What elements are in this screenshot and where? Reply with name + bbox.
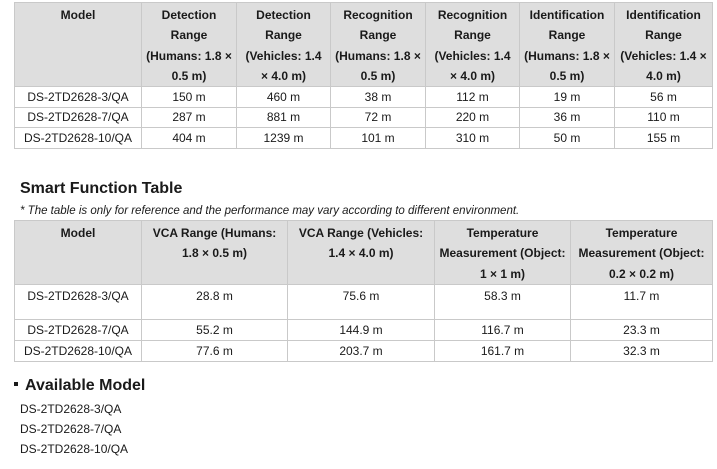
table-cell: 460 m xyxy=(236,86,331,108)
table-cell: 23.3 m xyxy=(570,318,713,341)
table-cell: 36 m xyxy=(519,106,615,129)
table-cell: 144.9 m xyxy=(287,318,435,341)
table-cell: 155 m xyxy=(614,127,713,149)
reference-note: * The table is only for reference and th… xyxy=(20,205,520,217)
table-row: DS-2TD2628-7/QA 55.2 m 144.9 m 116.7 m 2… xyxy=(14,318,713,341)
table-cell: 19 m xyxy=(519,86,615,108)
model-cell: DS-2TD2628-7/QA xyxy=(14,318,142,341)
smart-function-table: Model VCA Range (Humans: 1.8 × 0.5 m) VC… xyxy=(14,220,713,362)
table-cell: 1239 m xyxy=(236,127,331,149)
smart-header-temp-1x1: Temperature Measurement (Object: 1 × 1 m… xyxy=(434,220,571,285)
table-row: DS-2TD2628-10/QA 77.6 m 203.7 m 161.7 m … xyxy=(14,339,713,362)
range-table-header-row: Model Detection Range (Humans: 1.8 × 0.5… xyxy=(14,1,713,88)
smart-header-vca-humans: VCA Range (Humans: 1.8 × 0.5 m) xyxy=(141,220,288,285)
table-row: DS-2TD2628-10/QA 404 m 1239 m 101 m 310 … xyxy=(14,127,713,149)
smart-table-header-row: Model VCA Range (Humans: 1.8 × 0.5 m) VC… xyxy=(14,220,713,285)
list-item: DS-2TD2628-10/QA xyxy=(20,442,129,456)
table-row: DS-2TD2628-3/QA 150 m 460 m 38 m 112 m 1… xyxy=(14,86,713,108)
available-model-label: Available Model xyxy=(25,377,146,394)
table-cell: 287 m xyxy=(141,106,237,129)
available-model-title: Available Model xyxy=(14,377,145,395)
table-row: DS-2TD2628-3/QA 28.8 m 75.6 m 58.3 m 11.… xyxy=(14,283,713,320)
table-cell: 77.6 m xyxy=(141,339,288,362)
available-model-list: DS-2TD2628-3/QA DS-2TD2628-7/QA DS-2TD26… xyxy=(20,399,128,459)
list-item: DS-2TD2628-3/QA xyxy=(20,402,122,416)
smart-function-title: Smart Function Table xyxy=(20,180,183,197)
model-cell: DS-2TD2628-3/QA xyxy=(14,283,142,320)
table-cell: 56 m xyxy=(614,86,713,108)
table-cell: 110 m xyxy=(614,106,713,129)
bullet-icon xyxy=(14,381,18,386)
model-cell: DS-2TD2628-3/QA xyxy=(14,86,142,108)
range-header-model: Model xyxy=(14,1,142,88)
table-cell: 75.6 m xyxy=(287,283,435,320)
smart-header-vca-vehicles: VCA Range (Vehicles: 1.4 × 4.0 m) xyxy=(287,220,435,285)
table-cell: 112 m xyxy=(425,86,520,108)
table-cell: 310 m xyxy=(425,127,520,149)
list-item: DS-2TD2628-7/QA xyxy=(20,422,122,436)
table-cell: 101 m xyxy=(330,127,426,149)
table-cell: 203.7 m xyxy=(287,339,435,362)
range-header-detection-humans: Detection Range (Humans: 1.8 × 0.5 m) xyxy=(141,1,237,88)
table-cell: 161.7 m xyxy=(434,339,571,362)
model-cell: DS-2TD2628-10/QA xyxy=(14,339,142,362)
table-cell: 72 m xyxy=(330,106,426,129)
model-cell: DS-2TD2628-10/QA xyxy=(14,127,142,149)
range-table: Model Detection Range (Humans: 1.8 × 0.5… xyxy=(14,1,713,149)
table-row: DS-2TD2628-7/QA 287 m 881 m 72 m 220 m 3… xyxy=(14,106,713,129)
table-cell: 58.3 m xyxy=(434,283,571,320)
table-cell: 220 m xyxy=(425,106,520,129)
smart-header-model: Model xyxy=(14,220,142,285)
range-header-identification-vehicles: Identification Range (Vehicles: 1.4 × 4.… xyxy=(614,1,713,88)
table-cell: 11.7 m xyxy=(570,283,713,320)
range-header-recognition-humans: Recognition Range (Humans: 1.8 × 0.5 m) xyxy=(330,1,426,88)
range-header-recognition-vehicles: Recognition Range (Vehicles: 1.4 × 4.0 m… xyxy=(425,1,520,88)
table-cell: 116.7 m xyxy=(434,318,571,341)
table-cell: 55.2 m xyxy=(141,318,288,341)
smart-header-temp-02x02: Temperature Measurement (Object: 0.2 × 0… xyxy=(570,220,713,285)
table-cell: 28.8 m xyxy=(141,283,288,320)
table-cell: 150 m xyxy=(141,86,237,108)
model-cell: DS-2TD2628-7/QA xyxy=(14,106,142,129)
range-header-identification-humans: Identification Range (Humans: 1.8 × 0.5 … xyxy=(519,1,615,88)
table-cell: 32.3 m xyxy=(570,339,713,362)
range-header-detection-vehicles: Detection Range (Vehicles: 1.4 × 4.0 m) xyxy=(236,1,331,88)
table-cell: 50 m xyxy=(519,127,615,149)
table-cell: 881 m xyxy=(236,106,331,129)
table-cell: 404 m xyxy=(141,127,237,149)
table-cell: 38 m xyxy=(330,86,426,108)
